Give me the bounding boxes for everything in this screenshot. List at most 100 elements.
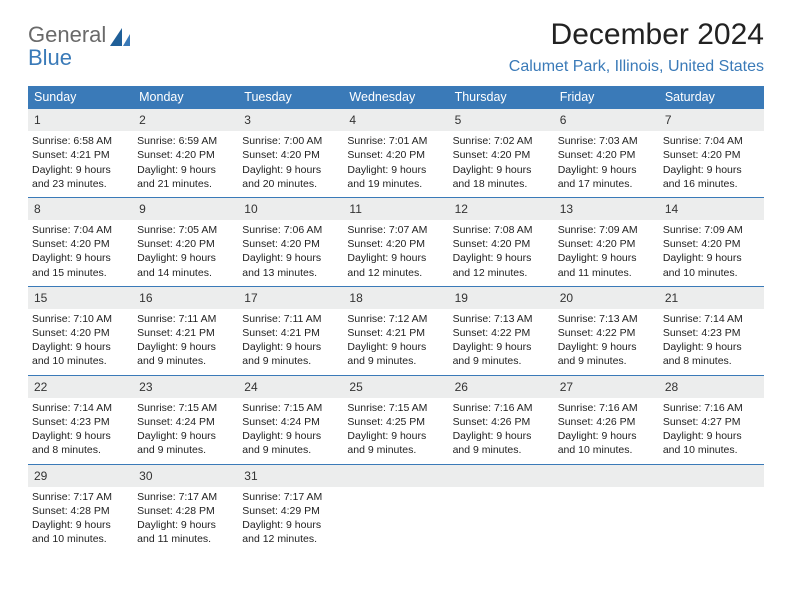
day-number: 6 [554, 109, 659, 131]
day-number: 5 [449, 109, 554, 131]
sunset-line: Sunset: 4:22 PM [558, 326, 655, 340]
daylight-line: Daylight: 9 hours and 9 minutes. [137, 429, 234, 457]
calendar: Sunday Monday Tuesday Wednesday Thursday… [28, 86, 764, 552]
day-cell: 21Sunrise: 7:14 AMSunset: 4:23 PMDayligh… [659, 287, 764, 375]
sunset-line: Sunset: 4:20 PM [453, 237, 550, 251]
sunrise-line: Sunrise: 6:58 AM [32, 134, 129, 148]
day-number: 25 [343, 376, 448, 398]
week-row: 29Sunrise: 7:17 AMSunset: 4:28 PMDayligh… [28, 465, 764, 553]
sunrise-line: Sunrise: 7:04 AM [32, 223, 129, 237]
sunrise-line: Sunrise: 7:11 AM [242, 312, 339, 326]
daylight-line: Daylight: 9 hours and 12 minutes. [453, 251, 550, 279]
sunrise-line: Sunrise: 7:11 AM [137, 312, 234, 326]
brand-word-1: General [28, 22, 106, 47]
sunrise-line: Sunrise: 7:09 AM [663, 223, 760, 237]
sunset-line: Sunset: 4:20 PM [663, 148, 760, 162]
title-block: December 2024 Calumet Park, Illinois, Un… [509, 18, 764, 82]
daylight-line: Daylight: 9 hours and 12 minutes. [347, 251, 444, 279]
day-number: 8 [28, 198, 133, 220]
sunset-line: Sunset: 4:20 PM [347, 237, 444, 251]
sunrise-line: Sunrise: 7:15 AM [137, 401, 234, 415]
daylight-line: Daylight: 9 hours and 17 minutes. [558, 163, 655, 191]
sunset-line: Sunset: 4:21 PM [242, 326, 339, 340]
sail-icon [108, 26, 134, 53]
dow-header: Wednesday [343, 86, 448, 109]
sunset-line: Sunset: 4:20 PM [453, 148, 550, 162]
sunrise-line: Sunrise: 7:12 AM [347, 312, 444, 326]
weeks-container: 1Sunrise: 6:58 AMSunset: 4:21 PMDaylight… [28, 109, 764, 552]
day-cell: 12Sunrise: 7:08 AMSunset: 4:20 PMDayligh… [449, 198, 554, 286]
sunrise-line: Sunrise: 7:06 AM [242, 223, 339, 237]
daylight-line: Daylight: 9 hours and 20 minutes. [242, 163, 339, 191]
daylight-line: Daylight: 9 hours and 9 minutes. [242, 340, 339, 368]
sunrise-line: Sunrise: 7:13 AM [558, 312, 655, 326]
day-number: 27 [554, 376, 659, 398]
daylight-line: Daylight: 9 hours and 8 minutes. [663, 340, 760, 368]
brand-logo: General Blue [28, 24, 134, 69]
sunrise-line: Sunrise: 7:10 AM [32, 312, 129, 326]
sunrise-line: Sunrise: 7:16 AM [453, 401, 550, 415]
day-number: 7 [659, 109, 764, 131]
sunset-line: Sunset: 4:26 PM [453, 415, 550, 429]
day-cell: 19Sunrise: 7:13 AMSunset: 4:22 PMDayligh… [449, 287, 554, 375]
day-cell: 6 Sunrise: 7:03 AMSunset: 4:20 PMDaylight… [554, 109, 659, 197]
day-number: 15 [28, 287, 133, 309]
brand-word-2: Blue [28, 47, 106, 69]
sunset-line: Sunset: 4:21 PM [347, 326, 444, 340]
sunset-line: Sunset: 4:20 PM [558, 148, 655, 162]
week-row: 8Sunrise: 7:04 AMSunset: 4:20 PMDaylight… [28, 198, 764, 287]
dow-header: Tuesday [238, 86, 343, 109]
day-number: 13 [554, 198, 659, 220]
sunset-line: Sunset: 4:20 PM [32, 326, 129, 340]
daylight-line: Daylight: 9 hours and 11 minutes. [558, 251, 655, 279]
day-number: 21 [659, 287, 764, 309]
sunrise-line: Sunrise: 7:00 AM [242, 134, 339, 148]
sunrise-line: Sunrise: 7:14 AM [663, 312, 760, 326]
sunset-line: Sunset: 4:28 PM [32, 504, 129, 518]
dow-header: Sunday [28, 86, 133, 109]
daylight-line: Daylight: 9 hours and 10 minutes. [32, 518, 129, 546]
day-cell: 31Sunrise: 7:17 AMSunset: 4:29 PMDayligh… [238, 465, 343, 553]
day-number: 20 [554, 287, 659, 309]
day-number: 18 [343, 287, 448, 309]
sunrise-line: Sunrise: 7:03 AM [558, 134, 655, 148]
sunrise-line: Sunrise: 7:13 AM [453, 312, 550, 326]
day-cell: 30Sunrise: 7:17 AMSunset: 4:28 PMDayligh… [133, 465, 238, 553]
sunset-line: Sunset: 4:20 PM [242, 148, 339, 162]
month-title: December 2024 [509, 18, 764, 52]
day-number [659, 465, 764, 487]
day-number: 17 [238, 287, 343, 309]
day-cell [554, 465, 659, 553]
daylight-line: Daylight: 9 hours and 10 minutes. [663, 429, 760, 457]
day-cell: 25Sunrise: 7:15 AMSunset: 4:25 PMDayligh… [343, 376, 448, 464]
daylight-line: Daylight: 9 hours and 11 minutes. [137, 518, 234, 546]
day-cell: 7Sunrise: 7:04 AMSunset: 4:20 PMDaylight… [659, 109, 764, 197]
daylight-line: Daylight: 9 hours and 18 minutes. [453, 163, 550, 191]
day-number: 28 [659, 376, 764, 398]
sunrise-line: Sunrise: 7:15 AM [347, 401, 444, 415]
daylight-line: Daylight: 9 hours and 13 minutes. [242, 251, 339, 279]
day-cell: 22Sunrise: 7:14 AMSunset: 4:23 PMDayligh… [28, 376, 133, 464]
sunset-line: Sunset: 4:27 PM [663, 415, 760, 429]
brand-text: General Blue [28, 24, 106, 69]
day-number: 30 [133, 465, 238, 487]
day-number: 24 [238, 376, 343, 398]
sunrise-line: Sunrise: 7:07 AM [347, 223, 444, 237]
daylight-line: Daylight: 9 hours and 9 minutes. [137, 340, 234, 368]
daylight-line: Daylight: 9 hours and 10 minutes. [32, 340, 129, 368]
day-number: 19 [449, 287, 554, 309]
sunrise-line: Sunrise: 7:04 AM [663, 134, 760, 148]
day-number: 16 [133, 287, 238, 309]
day-cell: 4Sunrise: 7:01 AMSunset: 4:20 PMDaylight… [343, 109, 448, 197]
sunset-line: Sunset: 4:21 PM [32, 148, 129, 162]
day-number: 11 [343, 198, 448, 220]
daylight-line: Daylight: 9 hours and 15 minutes. [32, 251, 129, 279]
day-number: 10 [238, 198, 343, 220]
day-cell [659, 465, 764, 553]
sunrise-line: Sunrise: 6:59 AM [137, 134, 234, 148]
day-cell: 2Sunrise: 6:59 AMSunset: 4:20 PMDaylight… [133, 109, 238, 197]
sunrise-line: Sunrise: 7:02 AM [453, 134, 550, 148]
day-cell: 1Sunrise: 6:58 AMSunset: 4:21 PMDaylight… [28, 109, 133, 197]
daylight-line: Daylight: 9 hours and 9 minutes. [453, 340, 550, 368]
day-cell: 26Sunrise: 7:16 AMSunset: 4:26 PMDayligh… [449, 376, 554, 464]
